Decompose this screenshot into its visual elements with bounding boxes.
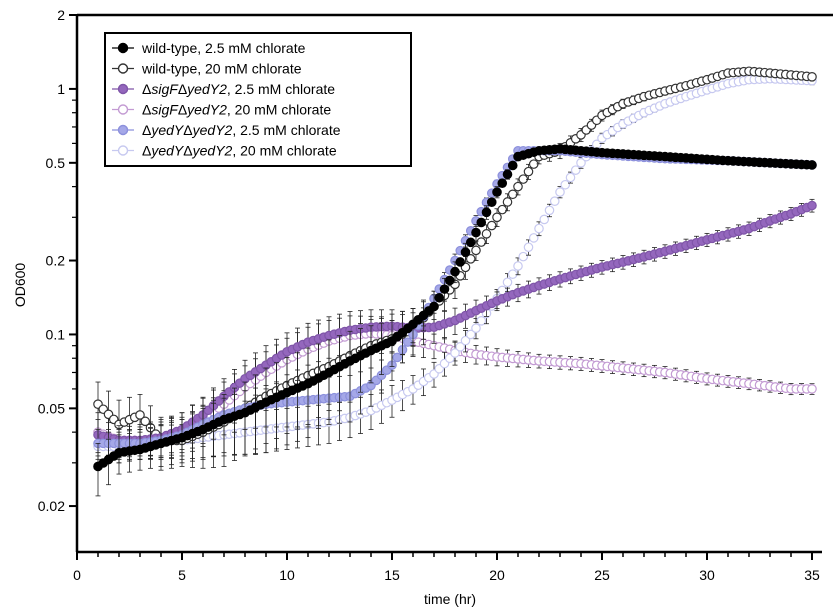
data-point [450,266,460,277]
series-layer [93,66,817,497]
data-point [807,72,817,82]
data-point [807,160,817,170]
data-point [507,160,518,171]
data-point [539,214,550,225]
data-point [465,254,476,264]
data-point [492,212,502,223]
data-point [135,410,145,420]
x-tick-label: 5 [178,567,186,583]
y-tick-label: 1 [57,81,65,97]
data-point [570,165,581,175]
data-point [460,247,471,257]
legend-marker [117,104,129,115]
data-point [444,275,455,286]
data-point [455,342,466,352]
data-point [502,277,513,288]
data-point [555,187,565,197]
data-point [513,181,523,192]
data-point [507,269,518,279]
legend-marker [117,42,129,54]
data-point [429,301,439,312]
data-point [402,337,413,347]
data-point [476,237,487,247]
x-tick-label: 20 [489,567,505,583]
data-point [497,204,508,215]
legend: wild-type, 2.5 mM chlorate wild-type, 20 … [104,32,412,167]
legend-label: ΔsigFΔyedY2, 20 mM chlorate [142,102,331,118]
data-point [481,229,492,239]
y-axis-title: OD600 [12,263,28,308]
y-tick-label: 2 [57,7,65,23]
data-point [576,158,586,168]
x-tick-label: 25 [594,567,610,583]
legend-marker [117,83,129,95]
data-point [486,197,497,208]
data-point [544,205,555,216]
x-tick-label: 35 [804,567,820,583]
legend-marker [117,124,129,136]
series-0 [93,144,817,497]
y-tick-label: 0.05 [38,400,65,416]
legend-label: ΔyedYΔyedY2, 20 mM chlorate [142,143,337,159]
data-point [434,292,445,303]
data-point [486,220,497,231]
data-point [807,384,817,394]
data-point [502,169,513,180]
data-point [497,178,508,189]
y-tick-label: 0.2 [46,253,66,269]
data-point [465,237,476,248]
x-axis-title: time (hr) [424,591,476,607]
data-point [471,227,481,238]
data-point [523,166,534,177]
legend-marker [117,63,129,74]
x-tick-label: 10 [279,567,295,583]
legend-box [104,32,412,167]
data-point [507,189,518,200]
y-tick-label: 0.1 [46,326,66,342]
data-point [518,251,529,262]
data-point [439,284,450,294]
data-point [528,233,539,243]
series-2 [93,198,817,459]
data-point [460,335,471,346]
data-point [534,223,544,234]
data-point [392,352,403,363]
data-point [807,200,817,211]
data-point [481,207,492,218]
x-tick-label: 0 [73,567,81,583]
data-point [523,242,534,253]
data-point [560,179,571,190]
legend-items: wild-type, 2.5 mM chlorate wild-type, 20 … [112,40,341,159]
legend-label: wild-type, 20 mM chlorate [141,61,302,77]
legend-label: ΔsigFΔyedY2, 2.5 mM chlorate [142,81,335,97]
legend-label: ΔyedYΔyedY2, 2.5 mM chlorate [142,122,341,138]
data-point [471,323,481,334]
data-point [140,416,151,427]
data-point [492,187,502,197]
legend-label: wild-type, 2.5 mM chlorate [141,40,306,56]
data-point [476,217,487,228]
data-point [549,196,560,206]
y-tick-label: 0.5 [46,155,66,171]
x-tick-label: 15 [384,567,400,583]
ticks: 0 5 10 15 20 25 30 35 0.02 0.05 0.1 0.2 0.5 1 2 [38,7,820,583]
data-point [565,172,576,183]
data-point [513,261,523,271]
data-point [450,348,460,358]
data-point [502,197,513,207]
legend-marker [117,145,129,156]
data-point [476,316,487,326]
data-point [471,245,481,256]
x-tick-label: 30 [699,567,715,583]
y-tick-label: 0.02 [38,498,65,514]
data-point [465,329,476,340]
